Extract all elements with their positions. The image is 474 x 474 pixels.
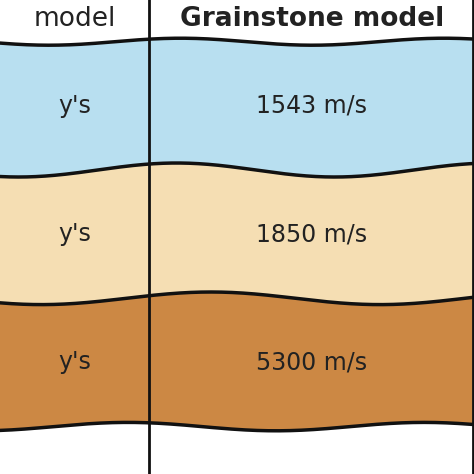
Text: model: model (34, 6, 116, 32)
Text: 1543 m/s: 1543 m/s (256, 94, 367, 118)
Text: y's: y's (58, 94, 91, 118)
Text: 5300 m/s: 5300 m/s (256, 350, 367, 374)
Text: Grainstone model: Grainstone model (180, 6, 444, 32)
Text: y's: y's (58, 350, 91, 374)
Text: 1850 m/s: 1850 m/s (256, 222, 367, 246)
Text: y's: y's (58, 222, 91, 246)
